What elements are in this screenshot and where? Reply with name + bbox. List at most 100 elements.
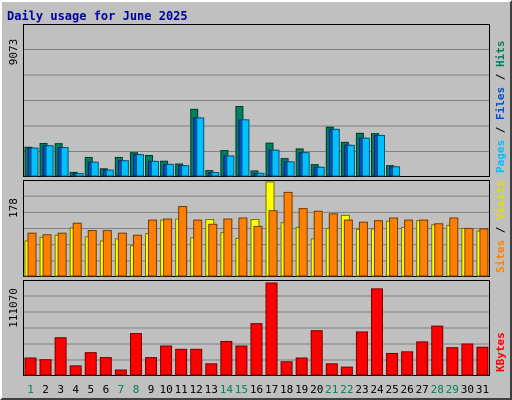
- bar-sites: [283, 191, 293, 277]
- bar-kbytes: [69, 365, 82, 376]
- bar-pages: [90, 161, 99, 177]
- day-label: 12: [190, 383, 203, 396]
- bar-kbytes: [250, 323, 263, 376]
- day-label: 8: [133, 383, 140, 396]
- bar-kbytes: [24, 357, 37, 376]
- bar-kbytes: [401, 351, 414, 376]
- day-label: 22: [340, 383, 353, 396]
- bar-kbytes: [54, 337, 67, 376]
- series-label-part: /: [494, 220, 507, 240]
- bar-sites: [193, 219, 203, 277]
- bar-pages: [226, 155, 235, 177]
- bar-kbytes: [386, 352, 399, 376]
- bar-pages: [135, 154, 144, 177]
- ymax-label: 9073: [7, 39, 20, 66]
- bar-sites: [42, 234, 52, 277]
- day-label: 30: [461, 383, 474, 396]
- bar-sites: [27, 232, 37, 277]
- bar-sites: [148, 219, 158, 277]
- series-pages: [30, 117, 401, 177]
- bar-kbytes: [220, 340, 233, 376]
- bar-pages: [241, 119, 250, 177]
- series-label-part: Hits: [494, 41, 507, 68]
- bar-kbytes: [280, 361, 293, 376]
- chart-panels: 9073 178 111070: [7, 24, 490, 376]
- bar-sites: [313, 210, 323, 277]
- bar-pages: [181, 165, 190, 177]
- day-label: 7: [118, 383, 125, 396]
- series-label-part: Files: [494, 87, 507, 120]
- day-label: 2: [42, 383, 49, 396]
- ymax-label: 111070: [7, 288, 20, 328]
- panel-border: [23, 280, 490, 376]
- day-label: 9: [148, 383, 155, 396]
- bar-sites: [72, 222, 82, 277]
- day-label: 26: [400, 383, 413, 396]
- bar-sites: [223, 218, 233, 277]
- bar-kbytes: [84, 352, 97, 376]
- bar-sites: [163, 218, 173, 277]
- bar-kbytes: [431, 325, 444, 376]
- day-label: 5: [87, 383, 94, 396]
- bar-kbytes: [235, 345, 248, 376]
- bar-sites: [132, 234, 142, 277]
- bar-kbytes: [476, 346, 489, 376]
- bar-pages: [316, 166, 325, 177]
- bar-pages: [346, 144, 355, 177]
- day-label: 6: [103, 383, 110, 396]
- bar-pages: [120, 160, 129, 177]
- series-sites: [27, 191, 489, 277]
- bar-sites: [268, 210, 278, 277]
- panel-series-label: KBytes: [494, 332, 507, 372]
- series-label-part: /: [494, 120, 507, 140]
- bar-sites: [419, 219, 429, 277]
- day-label: 4: [72, 383, 79, 396]
- bar-kbytes: [461, 343, 474, 376]
- series-label-part: Pages: [494, 140, 507, 173]
- bar-pages: [75, 173, 84, 177]
- bar-pages: [30, 147, 39, 177]
- bar-kbytes: [114, 369, 127, 376]
- bar-pages: [196, 117, 205, 177]
- bar-pages: [166, 163, 175, 177]
- bar-kbytes: [160, 345, 173, 376]
- bar-sites: [343, 219, 353, 277]
- bar-sites: [87, 230, 97, 277]
- day-label: 31: [476, 383, 489, 396]
- bar-kbytes: [310, 330, 323, 376]
- bar-kbytes: [190, 348, 203, 376]
- day-label: 20: [310, 383, 323, 396]
- bar-kbytes: [39, 359, 52, 376]
- chart-title: Daily usage for June 2025: [7, 9, 188, 23]
- bar-pages: [392, 166, 401, 177]
- day-label: 25: [385, 383, 398, 396]
- bar-sites: [117, 232, 127, 277]
- panel-3: 111070: [7, 280, 490, 376]
- day-label: 15: [235, 383, 248, 396]
- bar-kbytes: [416, 341, 429, 376]
- bar-pages: [45, 145, 54, 177]
- bar-kbytes: [129, 333, 142, 376]
- panel-1: 9073: [7, 24, 490, 177]
- bar-sites: [57, 232, 67, 277]
- day-label: 1: [27, 383, 34, 396]
- bar-sites: [358, 221, 368, 277]
- bar-kbytes: [355, 331, 368, 376]
- bar-sites: [102, 230, 112, 277]
- bar-sites: [449, 217, 459, 277]
- bar-sites: [404, 219, 414, 277]
- bar-pages: [286, 161, 295, 177]
- bar-kbytes: [370, 288, 383, 376]
- bar-kbytes: [325, 363, 338, 376]
- bar-pages: [376, 134, 385, 177]
- day-label: 3: [57, 383, 64, 396]
- bar-kbytes: [295, 357, 308, 376]
- bar-pages: [105, 169, 114, 177]
- day-label: 29: [446, 383, 459, 396]
- bar-pages: [271, 149, 280, 177]
- series-label-part: /: [494, 67, 507, 87]
- day-label: 13: [205, 383, 218, 396]
- bar-sites: [178, 206, 188, 277]
- bar-sites: [328, 213, 338, 277]
